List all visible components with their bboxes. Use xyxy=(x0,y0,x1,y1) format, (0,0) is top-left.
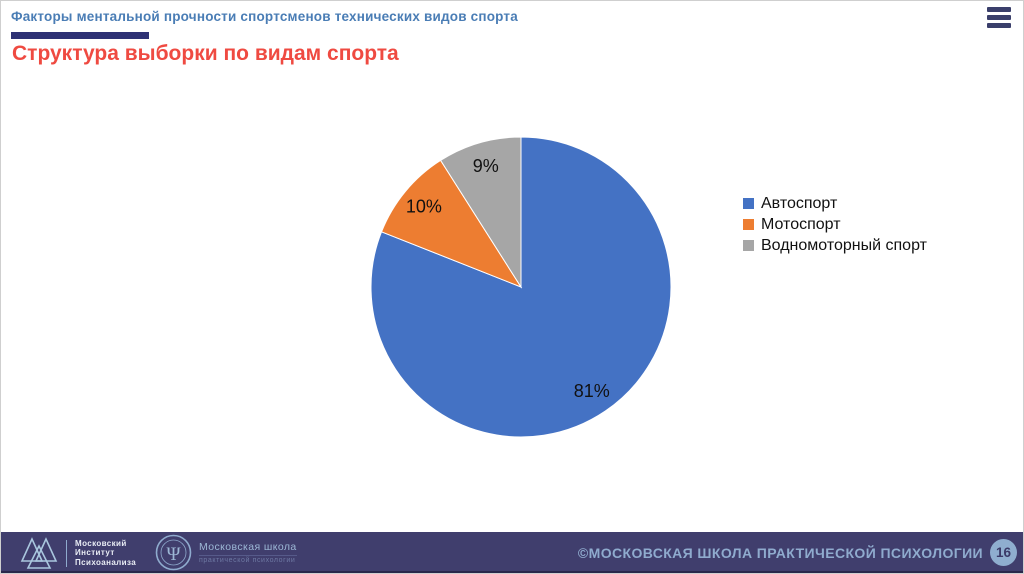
chart-legend: Автоспорт Мотоспорт Водномоторный спорт xyxy=(743,193,927,256)
school-logo-block: Ψ Московская школа практической психолог… xyxy=(155,534,297,571)
legend-label: Водномоторный спорт xyxy=(761,236,927,254)
pie-data-label: 81% xyxy=(574,381,610,401)
legend-swatch-blue-icon xyxy=(743,198,754,209)
pie-chart: 81% 10% 9% xyxy=(370,136,672,438)
legend-swatch-orange-icon xyxy=(743,219,754,230)
pie-data-label: 10% xyxy=(406,197,442,217)
presentation-title: Факторы ментальной прочности спортсменов… xyxy=(11,9,518,24)
pie-slice-1 xyxy=(380,159,523,289)
legend-label: Мотоспорт xyxy=(761,215,841,233)
pie-chart-svg: 81% 10% 9% xyxy=(370,136,672,438)
hamburger-bar xyxy=(987,15,1011,20)
logo-divider xyxy=(66,539,67,567)
svg-text:Ψ: Ψ xyxy=(166,544,180,565)
legend-item: Водномоторный спорт xyxy=(743,235,927,256)
valknut-triangles-icon xyxy=(20,537,58,569)
hamburger-bar xyxy=(987,7,1011,12)
institute-logo-block: Московский Институт Психоанализа xyxy=(19,536,136,570)
footer-bar: Московский Институт Психоанализа Ψ Моско… xyxy=(1,532,1023,573)
title-accent-bar xyxy=(11,32,149,39)
pie-data-label: 9% xyxy=(473,156,499,176)
page-number-badge: 16 xyxy=(990,539,1017,566)
psi-circle-icon: Ψ xyxy=(155,534,192,571)
slide-title: Структура выборки по видам спорта xyxy=(12,42,399,65)
hamburger-menu-icon[interactable] xyxy=(987,7,1011,31)
legend-item: Автоспорт xyxy=(743,193,927,214)
legend-item: Мотоспорт xyxy=(743,214,927,235)
institute-line: Московский xyxy=(75,538,127,548)
institute-name: Московский Институт Психоанализа xyxy=(75,539,136,568)
footer-right-block: ©МОСКОВСКАЯ ШКОЛА ПРАКТИЧЕСКОЙ ПСИХОЛОГИ… xyxy=(578,532,1017,573)
school-subtitle: практической психологии xyxy=(199,555,297,564)
school-name: Московская школа практической психологии xyxy=(199,541,297,564)
legend-swatch-gray-icon xyxy=(743,240,754,251)
pie-slice-2 xyxy=(439,136,522,289)
copyright-text: ©МОСКОВСКАЯ ШКОЛА ПРАКТИЧЕСКОЙ ПСИХОЛОГИ… xyxy=(577,544,983,561)
school-title: Московская школа xyxy=(199,541,297,553)
institute-line: Психоанализа xyxy=(75,557,137,567)
hamburger-bar xyxy=(987,23,1011,28)
legend-label: Автоспорт xyxy=(761,194,838,212)
institute-line: Институт xyxy=(75,548,115,558)
